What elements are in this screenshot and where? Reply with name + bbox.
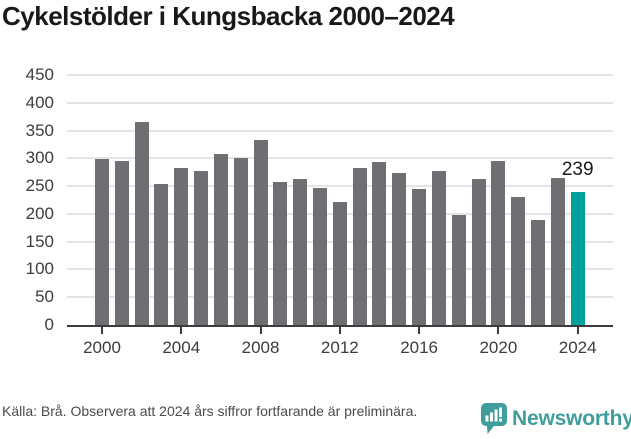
y-axis-tick-label: 100 xyxy=(25,259,54,279)
bar-2024-highlighted xyxy=(570,192,585,325)
x-axis-tick-label: 2012 xyxy=(320,338,359,357)
bar xyxy=(213,154,228,325)
x-axis-tick-label: 2020 xyxy=(479,338,518,357)
x-axis-tick-label: 2024 xyxy=(558,338,597,357)
y-axis-tick-label: 50 xyxy=(35,287,54,307)
bar xyxy=(352,167,367,325)
y-gridline xyxy=(67,157,613,160)
y-gridline xyxy=(67,185,613,188)
bar xyxy=(273,181,288,325)
bar xyxy=(412,188,427,325)
bar-value-annotation: 239 xyxy=(561,159,594,181)
bar xyxy=(313,188,328,325)
y-axis-tick-label: 200 xyxy=(25,203,54,223)
bar xyxy=(550,178,565,325)
bar xyxy=(471,179,486,325)
newsworthy-wordmark: Newsworthy xyxy=(512,406,631,430)
bar-chart-plot-area: 0 50 100 150 200 250 300 350 400 450 2000 2004 2008 2… xyxy=(0,60,631,365)
y-gridline xyxy=(67,101,613,104)
y-axis-tick-label: 350 xyxy=(25,120,54,140)
y-axis-tick-label: 150 xyxy=(25,231,54,251)
bar xyxy=(332,202,347,325)
bar xyxy=(114,161,129,325)
newsworthy-bar-chart-bubble-icon xyxy=(481,403,507,434)
x-axis-tick xyxy=(576,327,579,334)
y-axis-tick-label: 300 xyxy=(25,148,54,168)
bar xyxy=(491,160,506,325)
y-axis-tick-label: 0 xyxy=(44,315,54,334)
bar xyxy=(134,121,149,325)
x-axis-tick xyxy=(418,327,421,334)
bar xyxy=(95,158,109,325)
x-axis-tick-label: 2004 xyxy=(162,338,201,357)
newsworthy-branding: Newsworthy xyxy=(481,403,631,434)
x-axis-tick-label: 2016 xyxy=(400,338,439,357)
y-axis-tick-label: 400 xyxy=(25,92,54,112)
bar xyxy=(531,220,546,325)
bar xyxy=(451,215,466,325)
y-axis-tick-label: 450 xyxy=(25,65,54,84)
source-note: Källa: Brå. Observera att 2024 års siffr… xyxy=(2,403,418,419)
bar xyxy=(174,168,189,325)
bar xyxy=(372,161,387,325)
bar xyxy=(511,197,526,325)
bar xyxy=(431,170,446,325)
bar xyxy=(293,178,308,325)
x-axis-tick xyxy=(259,327,262,334)
bar xyxy=(253,140,268,325)
y-axis-tick-label: 250 xyxy=(25,176,54,196)
bar xyxy=(233,157,248,325)
y-gridline xyxy=(67,74,613,76)
chart-title: Cykelstölder i Kungsbacka 2000–2024 xyxy=(2,1,455,31)
x-axis-tick xyxy=(180,327,183,334)
x-axis-tick xyxy=(338,327,341,334)
x-axis-tick-label: 2000 xyxy=(83,338,121,357)
bar xyxy=(392,172,407,325)
x-axis-tick xyxy=(101,327,103,334)
bar xyxy=(194,170,209,325)
y-gridline xyxy=(67,129,613,132)
x-axis-tick xyxy=(497,327,500,334)
bar xyxy=(154,183,169,325)
x-axis-tick-label: 2008 xyxy=(241,338,280,357)
x-axis-line xyxy=(67,325,613,327)
